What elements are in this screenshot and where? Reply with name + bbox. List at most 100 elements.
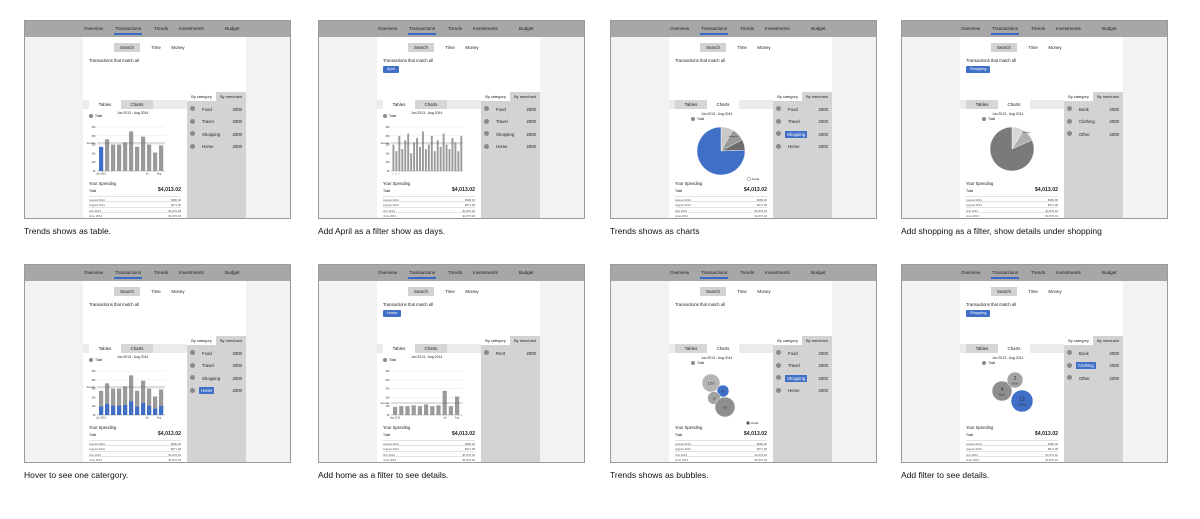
category-row-other[interactable]: Other 2000 xyxy=(1067,130,1121,138)
nav-item-transactions[interactable]: Transactions xyxy=(407,26,437,35)
nav-item-overview[interactable]: Overview xyxy=(378,26,398,31)
tab-charts[interactable]: Charts xyxy=(121,100,153,109)
tab-charts[interactable]: Charts xyxy=(415,344,447,353)
nav-item-investments[interactable]: Investments xyxy=(765,270,790,275)
tab-by-category[interactable]: By category xyxy=(481,336,510,345)
tab-charts[interactable]: Charts xyxy=(998,344,1030,353)
nav-item-overview[interactable]: Overview xyxy=(84,26,104,31)
category-row-food[interactable]: Food 2000 xyxy=(190,105,244,113)
category-row-food[interactable]: Food 2000 xyxy=(776,349,830,357)
nav-item-transactions[interactable]: Transactions xyxy=(990,270,1020,279)
nav-item-overview[interactable]: Overview xyxy=(670,270,690,275)
tab-time[interactable]: Time xyxy=(737,45,747,50)
tab-tables[interactable]: Tables xyxy=(966,344,998,353)
tab-search[interactable]: Search xyxy=(114,43,140,52)
tab-time[interactable]: Time xyxy=(737,289,747,294)
tab-money[interactable]: Money xyxy=(1048,45,1062,50)
nav-item-budget[interactable]: Budget xyxy=(519,26,534,31)
tab-by-merchant[interactable]: By merchant xyxy=(220,338,242,343)
nav-item-budget[interactable]: Budget xyxy=(1102,26,1117,31)
tab-tables[interactable]: Tables xyxy=(966,100,998,109)
tab-money[interactable]: Money xyxy=(171,289,185,294)
nav-item-overview[interactable]: Overview xyxy=(84,270,104,275)
category-row-home[interactable]: Home 2000 xyxy=(776,143,830,151)
category-row-rent[interactable]: Rent 2000 xyxy=(484,349,538,357)
nav-item-transactions[interactable]: Transactions xyxy=(407,270,437,279)
category-row-travel[interactable]: Travel 2000 xyxy=(776,362,830,370)
nav-item-transactions[interactable]: Transactions xyxy=(699,26,729,35)
tab-by-category[interactable]: By category xyxy=(481,92,510,101)
nav-item-investments[interactable]: Investments xyxy=(473,26,498,31)
nav-item-trends[interactable]: Trends xyxy=(740,270,755,275)
nav-item-overview[interactable]: Overview xyxy=(961,270,981,275)
nav-item-trends[interactable]: Trends xyxy=(154,26,169,31)
tab-tables[interactable]: Tables xyxy=(383,100,415,109)
category-row-travel[interactable]: Travel 2000 xyxy=(484,118,538,126)
tab-search[interactable]: Search xyxy=(408,287,434,296)
tab-time[interactable]: Time xyxy=(151,45,161,50)
tab-time[interactable]: Time xyxy=(1028,289,1038,294)
nav-item-budget[interactable]: Budget xyxy=(225,270,240,275)
tab-by-merchant[interactable]: By merchant xyxy=(514,94,536,99)
category-row-home[interactable]: Home 2000 xyxy=(776,387,830,395)
tab-money[interactable]: Money xyxy=(465,45,479,50)
tab-search[interactable]: Search xyxy=(991,43,1017,52)
category-row-home[interactable]: Home 2000 xyxy=(190,143,244,151)
nav-item-investments[interactable]: Investments xyxy=(179,270,204,275)
tab-money[interactable]: Money xyxy=(465,289,479,294)
category-row-clothing[interactable]: Clothing 2000 xyxy=(1067,362,1121,370)
category-row-home[interactable]: Home 2000 xyxy=(484,143,538,151)
tab-by-merchant[interactable]: By merchant xyxy=(220,94,242,99)
filter-chip[interactable]: Home xyxy=(383,310,402,317)
nav-item-trends[interactable]: Trends xyxy=(448,26,463,31)
category-row-travel[interactable]: Travel 2000 xyxy=(190,362,244,370)
tab-by-category[interactable]: By category xyxy=(773,92,802,101)
category-row-other[interactable]: Other 2000 xyxy=(1067,374,1121,382)
tab-search[interactable]: Search xyxy=(700,287,726,296)
category-row-book[interactable]: Book 2000 xyxy=(1067,349,1121,357)
category-row-food[interactable]: Food 2000 xyxy=(190,349,244,357)
tab-money[interactable]: Money xyxy=(757,45,771,50)
tab-by-merchant[interactable]: By merchant xyxy=(1097,338,1119,343)
tab-charts[interactable]: Charts xyxy=(415,100,447,109)
category-row-book[interactable]: Book 2000 xyxy=(1067,105,1121,113)
tab-by-category[interactable]: By category xyxy=(773,336,802,345)
nav-item-overview[interactable]: Overview xyxy=(961,26,981,31)
tab-tables[interactable]: Tables xyxy=(675,344,707,353)
filter-chip[interactable]: Shopping xyxy=(966,310,991,317)
nav-item-overview[interactable]: Overview xyxy=(378,270,398,275)
category-row-food[interactable]: Food 2000 xyxy=(776,105,830,113)
category-row-shopping[interactable]: Shopping 2000 xyxy=(776,130,830,138)
nav-item-budget[interactable]: Budget xyxy=(225,26,240,31)
nav-item-transactions[interactable]: Transactions xyxy=(699,270,729,279)
category-row-food[interactable]: Food 2000 xyxy=(484,105,538,113)
nav-item-investments[interactable]: Investments xyxy=(765,26,790,31)
nav-item-trends[interactable]: Trends xyxy=(740,26,755,31)
category-row-shopping[interactable]: Shopping 2000 xyxy=(190,130,244,138)
nav-item-investments[interactable]: Investments xyxy=(179,26,204,31)
tab-by-category[interactable]: By category xyxy=(1064,92,1093,101)
nav-item-transactions[interactable]: Transactions xyxy=(990,26,1020,35)
tab-money[interactable]: Money xyxy=(171,45,185,50)
tab-by-merchant[interactable]: By merchant xyxy=(806,94,828,99)
tab-charts[interactable]: Charts xyxy=(121,344,153,353)
category-row-travel[interactable]: Travel 2000 xyxy=(190,118,244,126)
tab-time[interactable]: Time xyxy=(445,45,455,50)
tab-tables[interactable]: Tables xyxy=(383,344,415,353)
category-row-shopping[interactable]: Shopping 2000 xyxy=(484,130,538,138)
nav-item-trends[interactable]: Trends xyxy=(1031,26,1046,31)
filter-chip[interactable]: April xyxy=(383,66,399,73)
nav-item-investments[interactable]: Investments xyxy=(1056,26,1081,31)
tab-tables[interactable]: Tables xyxy=(89,344,121,353)
tab-search[interactable]: Search xyxy=(114,287,140,296)
nav-item-trends[interactable]: Trends xyxy=(1031,270,1046,275)
tab-time[interactable]: Time xyxy=(445,289,455,294)
tab-tables[interactable]: Tables xyxy=(675,100,707,109)
nav-item-overview[interactable]: Overview xyxy=(670,26,690,31)
filter-chip[interactable]: Shopping xyxy=(966,66,991,73)
tab-time[interactable]: Time xyxy=(151,289,161,294)
category-row-shopping[interactable]: Shopping 2000 xyxy=(190,374,244,382)
tab-charts[interactable]: Charts xyxy=(707,100,739,109)
tab-charts[interactable]: Charts xyxy=(998,100,1030,109)
nav-item-budget[interactable]: Budget xyxy=(519,270,534,275)
